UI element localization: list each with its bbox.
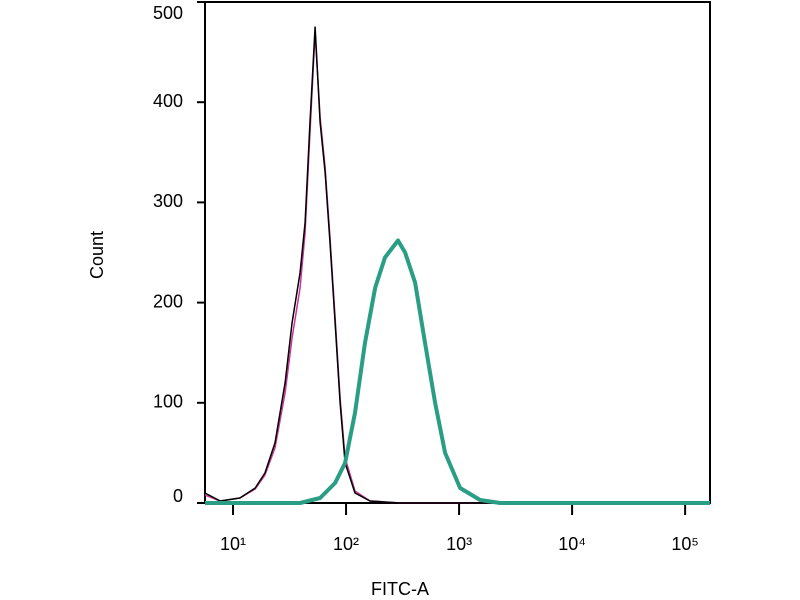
y-axis-label: Count bbox=[87, 231, 107, 279]
series-line bbox=[204, 26, 710, 504]
x-tick-label: 10¹ bbox=[220, 534, 246, 554]
series-line bbox=[204, 31, 710, 504]
y-tick-label: 400 bbox=[153, 91, 183, 111]
x-tick-label: 10⁵ bbox=[671, 534, 698, 554]
y-tick-label: 500 bbox=[153, 3, 183, 23]
y-tick-label: 0 bbox=[173, 486, 183, 506]
y-tick-label: 100 bbox=[153, 392, 183, 412]
plot-frame bbox=[204, 1, 711, 504]
x-tick-label: 10³ bbox=[446, 534, 472, 554]
series-line bbox=[205, 238, 710, 505]
x-tick-label: 10⁴ bbox=[558, 534, 586, 554]
y-tick-label: 200 bbox=[153, 291, 183, 311]
x-axis-label: FITC-A bbox=[371, 579, 429, 599]
x-tick-label: 10² bbox=[333, 534, 359, 554]
y-tick-label: 300 bbox=[153, 191, 183, 211]
